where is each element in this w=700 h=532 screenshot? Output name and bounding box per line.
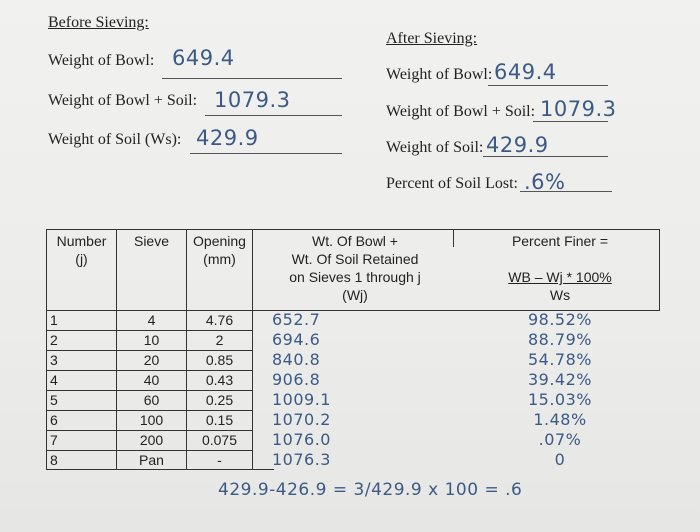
before-bowl-value: 649.4: [172, 46, 235, 70]
col-border-wt-top: [453, 229, 454, 247]
cell-number: 2: [50, 332, 58, 348]
after-bowl-soil-value: 1079.3: [540, 97, 617, 121]
row-divider: [46, 430, 252, 431]
after-lost-underline: [520, 191, 612, 192]
cell-sieve: 40: [143, 372, 160, 388]
header-number-sub: (j): [75, 251, 88, 267]
after-bowl-soil-label: Weight of Bowl + Soil:: [386, 103, 536, 120]
cell-number: 5: [50, 392, 58, 408]
header-opening: Opening (mm): [187, 232, 252, 268]
cell-number: 4: [50, 372, 58, 388]
cell-wt: 840.8: [272, 350, 321, 369]
col-border-right: [659, 229, 660, 311]
row-divider: [46, 370, 252, 371]
cell-sieve: 60: [143, 392, 160, 408]
before-bowl-soil-underline: [205, 115, 342, 116]
cell-wt: 906.8: [272, 370, 321, 389]
lost-calculation: 429.9-426.9 = 3/429.9 x 100 = .6: [218, 480, 523, 500]
cell-pf: 15.03%: [527, 390, 592, 409]
header-percent-finer-denominator: Ws: [549, 287, 571, 303]
row-divider: [46, 390, 252, 391]
after-sieving-heading: After Sieving:: [386, 30, 478, 47]
cell-pf: .07%: [538, 430, 582, 449]
header-weight: Wt. Of Bowl + Wt. Of Soil Retained on Si…: [260, 232, 450, 304]
header-weight-line3: on Sieves 1 through j: [289, 269, 421, 285]
header-percent-finer-formula: WB – Wj * 100%: [508, 269, 612, 285]
cell-sieve: 200: [139, 432, 164, 448]
before-bowl-soil-label: Weight of Bowl + Soil:: [48, 92, 198, 109]
cell-pf: 54.78%: [527, 350, 592, 369]
header-opening-sub: (mm): [203, 251, 236, 267]
cell-number: 3: [50, 352, 58, 368]
cell-opening: 2: [215, 332, 224, 348]
after-lost-value: .6%: [524, 170, 566, 194]
header-weight-line4: (Wj): [342, 287, 368, 303]
table-top-border: [46, 229, 659, 230]
col-border-opening: [252, 229, 253, 469]
col-border-left: [46, 229, 47, 469]
row-divider: [46, 350, 252, 351]
header-sieve: Sieve: [133, 233, 170, 249]
row-divider: [46, 450, 252, 451]
cell-wt: 1070.2: [272, 410, 331, 429]
cell-pf: 39.42%: [527, 370, 592, 389]
cell-wt: 1076.3: [272, 450, 331, 469]
cell-pf: 88.79%: [527, 330, 592, 349]
cell-sieve: 10: [143, 332, 160, 348]
header-weight-line1: Wt. Of Bowl +: [312, 233, 398, 249]
header-opening-label: Opening: [193, 233, 246, 249]
cell-opening: 4.76: [205, 312, 234, 328]
col-border-number: [116, 229, 117, 469]
header-number: Number (j): [47, 232, 116, 268]
row-divider: [46, 330, 252, 331]
before-soil-underline: [190, 153, 342, 154]
after-bowl-value: 649.4: [494, 60, 557, 84]
before-bowl-soil-value: 1079.3: [214, 88, 291, 112]
cell-number: 6: [50, 412, 58, 428]
cell-sieve: Pan: [139, 452, 164, 468]
after-lost-label: Percent of Soil Lost:: [386, 175, 518, 192]
header-percent-finer: Percent Finer = WB – Wj * 100% Ws: [470, 232, 650, 304]
after-bowl-soil-underline: [533, 121, 608, 122]
cell-wt: 652.7: [272, 310, 321, 329]
cell-opening: 0.25: [205, 392, 234, 408]
cell-wt: 694.6: [272, 330, 321, 349]
cell-pf: 1.48%: [533, 410, 587, 429]
cell-sieve: 4: [147, 312, 156, 328]
after-soil-value: 429.9: [486, 133, 549, 157]
cell-opening: -: [217, 452, 222, 468]
header-percent-finer-label: Percent Finer =: [511, 233, 609, 249]
cell-opening: 0.43: [205, 372, 234, 388]
after-soil-label: Weight of Soil:: [386, 139, 484, 156]
before-soil-value: 429.9: [196, 126, 259, 150]
cell-pf: 98.52%: [527, 310, 592, 329]
cell-opening: 0.15: [205, 412, 234, 428]
cell-number: 8: [50, 452, 58, 468]
cell-wt: 1009.1: [272, 390, 331, 409]
cell-wt: 1076.0: [272, 430, 331, 449]
table-header-divider: [46, 310, 659, 311]
cell-sieve: 100: [139, 412, 164, 428]
before-soil-label: Weight of Soil (Ws):: [48, 131, 182, 148]
col-border-sieve: [186, 229, 187, 469]
after-soil-underline: [483, 156, 608, 157]
after-bowl-label: Weight of Bowl:: [386, 66, 493, 83]
cell-number: 1: [50, 312, 58, 328]
cell-sieve: 20: [143, 352, 160, 368]
cell-opening: 0.075: [201, 432, 238, 448]
row-divider: [46, 410, 252, 411]
cell-pf: 0: [554, 450, 566, 469]
header-weight-line2: Wt. Of Soil Retained: [291, 251, 419, 267]
before-bowl-label: Weight of Bowl:: [48, 52, 155, 69]
after-bowl-underline: [488, 85, 608, 86]
cell-number: 7: [50, 432, 58, 448]
header-number-label: Number: [56, 233, 107, 249]
table-bottom-border: [46, 469, 274, 470]
before-sieving-heading: Before Sieving:: [48, 14, 149, 31]
before-bowl-underline: [162, 78, 342, 79]
cell-opening: 0.85: [205, 352, 234, 368]
